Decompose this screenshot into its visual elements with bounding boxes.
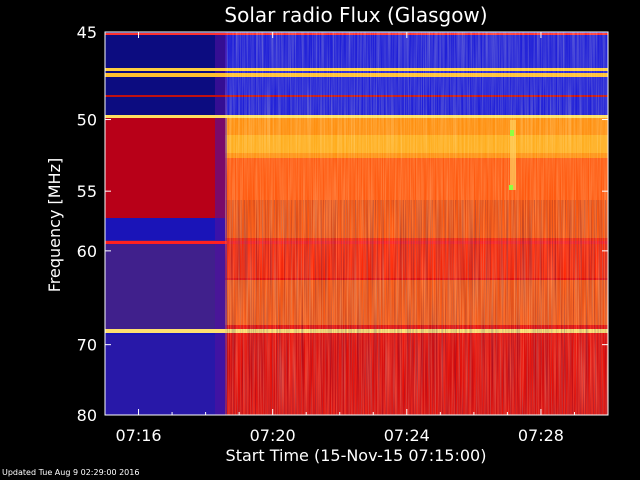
- burst-spot-2: [510, 130, 514, 136]
- y-tick-label: 70: [77, 336, 97, 355]
- onset-edge: [215, 32, 227, 415]
- y-axis: 45 50 55 60 70 80: [77, 23, 608, 425]
- updated-timestamp: Updated Tue Aug 9 02:29:00 2016: [2, 468, 140, 477]
- y-tick-label: 45: [77, 23, 97, 42]
- plot-frame: [104, 31, 609, 416]
- burst-spot-1: [510, 120, 516, 190]
- pre-onset-band-red: [105, 118, 225, 218]
- x-tick-label: 07:16: [115, 426, 161, 445]
- texture-dark-stripes: [225, 200, 608, 415]
- y-tick-label: 50: [77, 111, 97, 130]
- burst-spot-3: [509, 185, 513, 190]
- x-tick-label: 07:24: [384, 426, 430, 445]
- x-axis-label: Start Time (15-Nov-15 07:15:00): [226, 446, 487, 465]
- x-tick-label: 07:20: [250, 426, 296, 445]
- chart-title: Solar radio Flux (Glasgow): [224, 3, 487, 27]
- plot-area: [105, 32, 608, 415]
- x-axis: 07:16 07:20 07:24 07:28: [115, 32, 575, 445]
- y-tick-label: 80: [77, 406, 97, 425]
- pre-onset-band-purple: [105, 240, 225, 330]
- y-tick-label: 55: [77, 182, 97, 201]
- y-tick-label: 60: [77, 242, 97, 261]
- x-tick-label: 07:28: [518, 426, 564, 445]
- y-axis-label: Frequency [MHz]: [45, 158, 64, 292]
- pre-onset-band-bottom: [105, 335, 225, 415]
